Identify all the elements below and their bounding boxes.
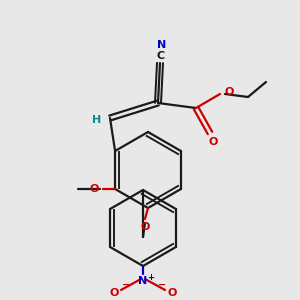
Text: C: C [157, 51, 165, 61]
Text: H: H [92, 115, 102, 125]
Text: −: − [122, 280, 130, 290]
Text: O: O [109, 288, 119, 298]
Text: N: N [158, 40, 166, 50]
Text: O: O [224, 87, 234, 97]
Text: O: O [167, 288, 177, 298]
Text: O: O [140, 222, 150, 232]
Text: O: O [89, 184, 99, 194]
Text: O: O [208, 137, 218, 147]
Text: +: + [148, 272, 154, 281]
Text: −: − [158, 280, 166, 290]
Text: N: N [138, 276, 148, 286]
